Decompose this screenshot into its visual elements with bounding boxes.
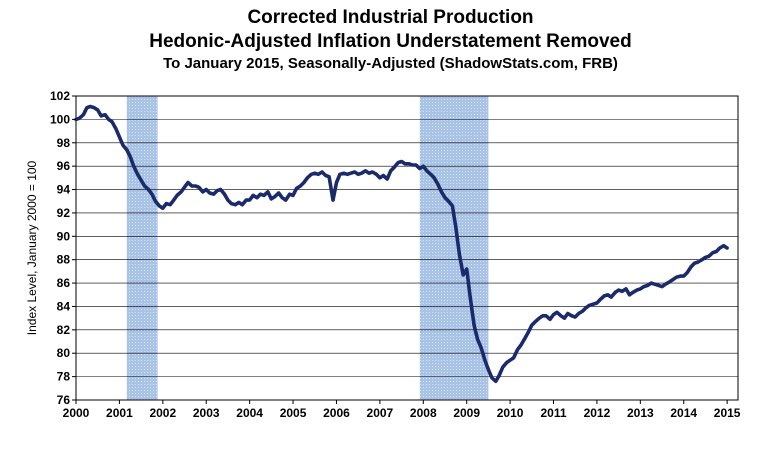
recession-band-1 xyxy=(126,96,158,400)
chart-title-line2: Hedonic-Adjusted Inflation Understatemen… xyxy=(149,31,632,52)
gridlines xyxy=(76,95,738,401)
x-axis-ticks: 2000 2001 2002 2003 2004 2005 2006 2007 2008 2009… xyxy=(63,400,741,420)
x-tick-label: 2012 xyxy=(584,406,611,420)
series-line xyxy=(74,104,729,384)
x-tick-label: 2007 xyxy=(367,406,394,420)
y-tick-label: 94 xyxy=(57,183,71,197)
x-tick-label: 2011 xyxy=(540,406,566,420)
y-tick-label: 100 xyxy=(50,112,70,126)
x-tick-label: 2015 xyxy=(714,406,741,420)
y-tick-label: 96 xyxy=(57,159,71,173)
y-tick-label: 86 xyxy=(57,276,71,290)
y-tick-label: 92 xyxy=(57,206,71,220)
x-tick-label: 2013 xyxy=(627,406,654,420)
y-tick-label: 90 xyxy=(57,229,71,243)
x-tick-label: 2008 xyxy=(410,406,437,420)
x-tick-label: 2004 xyxy=(236,406,263,420)
y-tick-label: 88 xyxy=(57,253,71,267)
chart-title-block: Corrected Industrial Production Hedonic-… xyxy=(0,6,781,74)
x-tick-label: 2000 xyxy=(63,406,90,420)
recession-bands xyxy=(126,96,489,400)
x-tick-label: 2014 xyxy=(670,406,697,420)
x-tick-label: 2002 xyxy=(149,406,176,420)
x-tick-label: 2009 xyxy=(453,406,480,420)
x-tick-label: 2005 xyxy=(280,406,307,420)
y-tick-label: 84 xyxy=(57,299,71,313)
x-tick-label: 2010 xyxy=(497,406,524,420)
x-tick-label: 2001 xyxy=(106,406,133,420)
recession-band-2 xyxy=(419,96,489,400)
x-tick-label: 2006 xyxy=(323,406,350,420)
y-axis-ticks: 76 78 80 82 84 86 88 90 92 94 96 98 100 102 xyxy=(50,89,76,407)
y-tick-label: 98 xyxy=(57,136,71,150)
x-tick-label: 2003 xyxy=(193,406,220,420)
chart-title: Corrected Industrial Production xyxy=(247,7,534,28)
y-tick-label: 102 xyxy=(50,89,70,103)
y-tick-label: 76 xyxy=(57,393,71,407)
y-tick-label: 82 xyxy=(57,323,71,337)
y-tick-label: 78 xyxy=(57,370,71,384)
y-tick-label: 80 xyxy=(57,346,71,360)
chart-subtitle: To January 2015, Seasonally-Adjusted (Sh… xyxy=(163,55,618,72)
y-axis-title: Index Level, January 2000 = 100 xyxy=(25,160,39,335)
plot-area-frame xyxy=(75,95,739,401)
series-layer xyxy=(74,104,729,384)
